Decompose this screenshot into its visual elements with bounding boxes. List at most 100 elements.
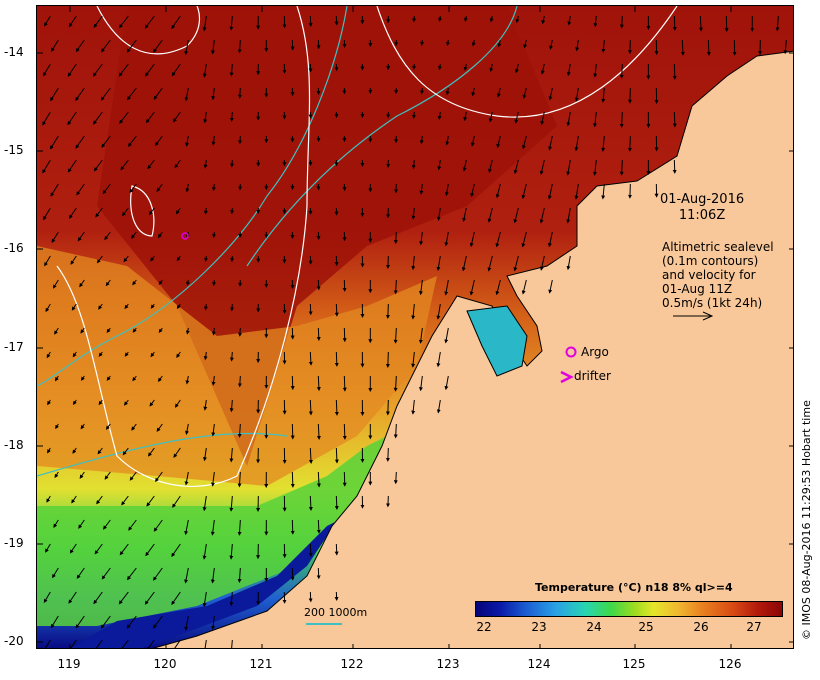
x-tick-label: 119: [57, 657, 81, 671]
velocity-arrow: [463, 111, 468, 122]
velocity-arrow: [94, 543, 103, 555]
velocity-arrow: [72, 399, 77, 406]
velocity-arrow: [75, 615, 85, 629]
velocity-arrow: [67, 111, 77, 126]
velocity-arrow: [393, 279, 398, 295]
velocity-arrow: [672, 15, 677, 31]
velocity-arrow: [411, 303, 416, 320]
velocity-arrow: [80, 327, 85, 334]
legend-drifter-label: drifter: [574, 369, 611, 383]
velocity-arrow: [471, 39, 476, 47]
velocity-arrow: [129, 471, 137, 481]
velocity-arrow: [385, 351, 390, 368]
velocity-arrow: [145, 111, 155, 124]
sst-map: [36, 5, 794, 649]
velocity-arrow: [444, 231, 449, 247]
colorbar-tick: 24: [586, 620, 602, 634]
velocity-arrow: [523, 39, 528, 49]
velocity-arrow: [202, 15, 207, 32]
velocity-arrow: [212, 279, 217, 287]
velocity-arrow: [202, 591, 207, 608]
velocity-arrow: [42, 159, 51, 174]
velocity-arrow: [150, 351, 155, 358]
velocity-arrow: [104, 231, 111, 241]
velocity-arrow: [202, 447, 207, 462]
velocity-arrow: [574, 183, 579, 200]
velocity-arrow: [202, 495, 207, 512]
velocity-arrow: [514, 111, 519, 124]
y-tick-label: -14: [4, 45, 24, 59]
velocity-arrow: [156, 183, 163, 193]
velocity-arrow: [342, 375, 347, 392]
velocity-arrow: [541, 15, 546, 25]
velocity-arrow: [308, 495, 313, 511]
drifter-chevron-icon: [560, 370, 574, 384]
velocity-arrow: [495, 279, 501, 296]
velocity-arrow: [156, 423, 163, 432]
velocity-arrow: [444, 375, 449, 391]
velocity-arrow: [79, 471, 85, 479]
sealevel-contour: [130, 185, 155, 237]
velocity-arrow: [54, 375, 59, 382]
velocity-arrow: [174, 399, 181, 408]
velocity-arrow: [419, 231, 424, 246]
velocity-arrow: [436, 255, 441, 271]
colorbar-title: Temperature (°C) n18 8% ql>=4: [535, 581, 733, 594]
velocity-arrow: [123, 399, 129, 406]
velocity-arrow: [470, 183, 475, 198]
velocity-arrow: [470, 135, 475, 147]
velocity-arrow: [126, 87, 137, 101]
altimetry-annotation: Altimetric sealevel (0.1m contours) and …: [662, 240, 774, 310]
velocity-arrow: [418, 279, 423, 296]
velocity-arrow: [185, 375, 190, 385]
velocity-arrow: [158, 327, 163, 334]
velocity-arrow: [316, 423, 321, 440]
x-tick-label: 126: [718, 657, 742, 671]
velocity-arrow: [444, 279, 449, 296]
velocity-arrow: [185, 279, 190, 286]
velocity-arrow: [549, 39, 553, 50]
orange-water-band: [37, 246, 437, 486]
velocity-arrow: [463, 15, 468, 22]
velocity-arrow: [334, 303, 339, 317]
velocity-arrow: [229, 63, 234, 77]
altimetry-line: (0.1m contours): [662, 254, 759, 268]
velocity-arrow: [411, 207, 416, 220]
velocity-arrow: [601, 39, 606, 53]
velocity-arrow: [76, 567, 85, 579]
velocity-arrow: [172, 495, 181, 508]
temperature-colorbar: [475, 601, 783, 617]
velocity-arrow: [75, 39, 85, 53]
velocity-arrow: [471, 87, 476, 97]
velocity-arrow: [436, 303, 441, 320]
velocity-arrow: [566, 207, 571, 224]
velocity-field: [42, 15, 788, 648]
velocity-arrow: [70, 639, 77, 648]
y-tick-label: -19: [4, 536, 24, 550]
velocity-arrow: [210, 567, 215, 584]
velocity-arrow: [521, 279, 527, 295]
velocity-arrow: [601, 135, 606, 152]
velocity-arrow: [171, 15, 181, 30]
velocity-arrow: [211, 423, 216, 437]
velocity-arrow: [393, 471, 398, 485]
velocity-arrow: [71, 495, 77, 504]
velocity-arrow: [103, 519, 111, 530]
velocity-arrow: [445, 135, 450, 146]
velocity-arrow: [185, 423, 189, 435]
velocity-arrow: [150, 303, 155, 309]
velocity-arrow: [593, 15, 598, 28]
velocity-arrow: [204, 639, 207, 648]
velocity-arrow: [211, 375, 216, 386]
velocity-arrow: [513, 207, 519, 224]
velocity-arrow: [601, 87, 606, 103]
velocity-arrow: [53, 519, 59, 528]
velocity-arrow: [393, 423, 398, 439]
velocity-arrow: [419, 183, 424, 195]
velocity-arrow: [96, 255, 103, 264]
velocity-arrow: [540, 111, 545, 126]
velocity-arrow: [45, 303, 51, 313]
velocity-arrow-head: [702, 311, 714, 321]
altimetry-line: and velocity for: [662, 268, 756, 282]
velocity-arrow: [437, 111, 442, 120]
